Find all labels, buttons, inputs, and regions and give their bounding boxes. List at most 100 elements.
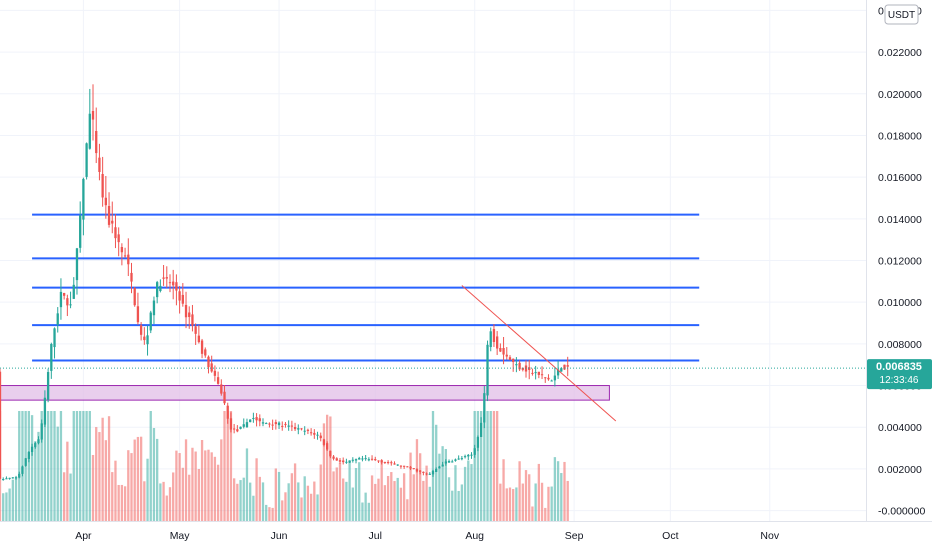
volume-bar (390, 472, 393, 521)
currency-badge[interactable]: USDT (884, 4, 919, 25)
time-tick-label: Apr (75, 530, 92, 542)
volume-bar (242, 477, 245, 521)
price-tick-label: 0.018000 (878, 130, 922, 142)
volume-bar (149, 411, 152, 521)
candle-body (380, 460, 383, 463)
candle-body (130, 272, 133, 282)
volume-bar (463, 466, 467, 521)
candle-body (152, 300, 156, 316)
volume-bar (431, 411, 435, 521)
volume-bar (281, 500, 284, 521)
candle-body (329, 450, 332, 457)
volume-bar (326, 414, 329, 521)
candle-body (463, 456, 467, 458)
time-tick-label: Sep (565, 530, 584, 542)
volume-bar (2, 493, 5, 521)
volume-bar (56, 426, 59, 521)
candle-body (342, 460, 345, 463)
candle-body (40, 423, 43, 440)
volume-bar (43, 411, 47, 521)
price-axis[interactable]: 0.0240000.0220000.0200000.0180000.016000… (878, 5, 925, 517)
candle-body (322, 439, 326, 445)
volume-bar (380, 460, 383, 521)
volume-bar (274, 468, 277, 521)
volume-bar (528, 474, 531, 521)
volume-bar (566, 480, 569, 521)
candle-body (393, 463, 396, 465)
candle-body (98, 157, 101, 172)
volume-bar (91, 454, 95, 521)
candle-body (502, 348, 505, 355)
candle-body (223, 391, 226, 404)
volume-bar (72, 411, 75, 521)
volume-bar (194, 451, 197, 521)
candle-body (2, 479, 5, 481)
volume-bar (524, 470, 528, 521)
candle-body (114, 227, 117, 239)
volume-bar (364, 492, 367, 521)
volume-bar (483, 411, 486, 521)
current-price-label: 0.006835 12:33:46 (867, 359, 932, 390)
volume-bar (236, 483, 239, 521)
volume-bar (550, 486, 553, 521)
volume-bar (191, 447, 194, 521)
candle-body (197, 335, 201, 343)
time-tick-label: Aug (465, 530, 484, 542)
candle-body (518, 362, 521, 370)
volume-bar (258, 476, 261, 521)
volume-bar (470, 464, 473, 521)
candle-body (75, 248, 79, 281)
trendline[interactable] (461, 285, 617, 422)
volume-bar (319, 464, 322, 521)
candle-body (293, 427, 297, 430)
candle-body (486, 344, 489, 396)
candle-body (95, 130, 98, 154)
candle-body (88, 113, 91, 149)
horizontal-levels[interactable] (32, 213, 700, 362)
candle-body (351, 459, 354, 461)
volume-bar (62, 472, 66, 521)
volume-bar (544, 507, 547, 521)
candle-body (335, 458, 338, 461)
volume-bar (204, 450, 207, 521)
candle-body (444, 461, 447, 464)
candle-body (168, 282, 172, 284)
candle-body (425, 473, 428, 475)
volume-bar (518, 461, 521, 521)
candle-body (515, 364, 518, 366)
volume-bar (297, 482, 300, 521)
candle-body (11, 477, 14, 479)
volume-bar (287, 483, 290, 521)
candle-body (316, 434, 319, 436)
volume-bar (127, 450, 130, 521)
candle-body (428, 473, 431, 475)
candle-body (213, 370, 217, 376)
candle-body (495, 336, 499, 349)
volume-bar (505, 488, 508, 521)
volume-bar (229, 411, 233, 521)
volume-bar (30, 415, 34, 521)
candle-body (287, 425, 290, 427)
candle-body (101, 174, 104, 198)
volume-bar (184, 439, 188, 521)
volume-bar (271, 507, 274, 521)
candle-body (412, 468, 415, 470)
volume-bar (200, 440, 204, 521)
volume-bar (329, 416, 332, 521)
candle-body (216, 377, 220, 384)
candle-body (226, 405, 229, 419)
volume-bar (402, 473, 406, 521)
volume-bar (425, 465, 428, 521)
candle-body (207, 356, 210, 368)
volume-bar (399, 487, 403, 521)
candle-body (345, 461, 348, 463)
candle-body (441, 464, 444, 467)
time-axis[interactable]: Apr May Jun Jul Aug Sep Oct Nov (75, 530, 780, 542)
volume-bar (207, 449, 210, 521)
volume-bar (348, 460, 351, 521)
candle-body (30, 446, 34, 453)
candle-body (245, 422, 249, 428)
candle-body (265, 423, 268, 425)
volume-bar (383, 485, 387, 521)
